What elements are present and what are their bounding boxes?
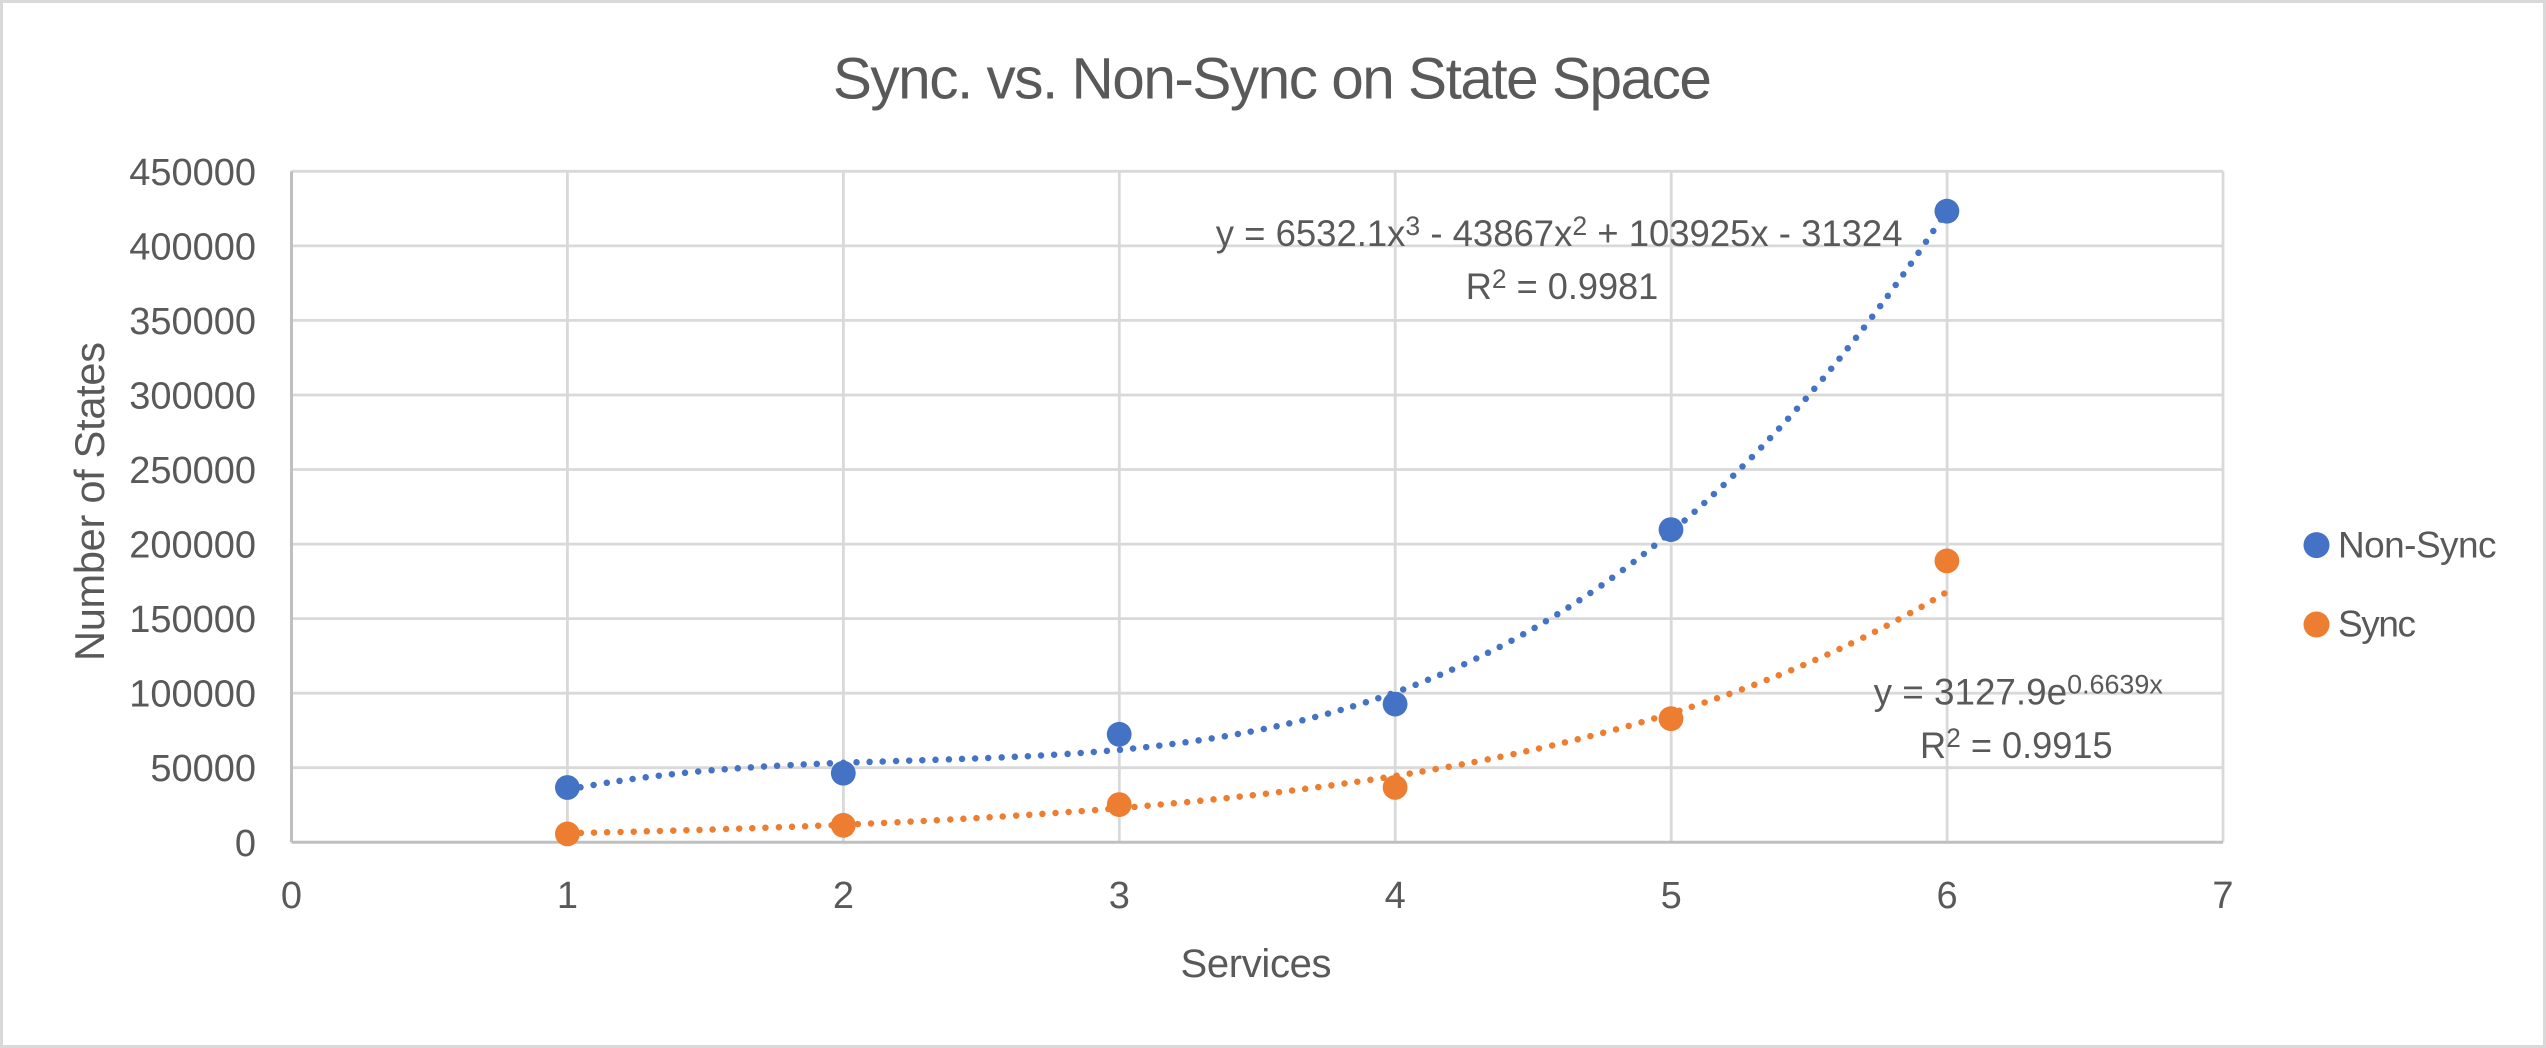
svg-text:3: 3 xyxy=(1109,875,1130,917)
svg-text:7: 7 xyxy=(2212,875,2233,917)
svg-text:200000: 200000 xyxy=(129,525,256,567)
svg-text:250000: 250000 xyxy=(129,450,256,492)
svg-text:400000: 400000 xyxy=(129,226,256,268)
svg-text:4: 4 xyxy=(1385,875,1406,917)
svg-text:150000: 150000 xyxy=(129,599,256,641)
svg-text:300000: 300000 xyxy=(129,376,256,418)
svg-text:Non-Sync: Non-Sync xyxy=(2338,525,2497,566)
svg-text:50000: 50000 xyxy=(150,748,256,790)
svg-text:Services: Services xyxy=(1181,942,1332,986)
svg-text:6: 6 xyxy=(1937,875,1958,917)
svg-text:1: 1 xyxy=(557,875,578,917)
svg-text:0: 0 xyxy=(235,823,256,865)
svg-text:y = 6532.1x3 - 43867x2 + 10392: y = 6532.1x3 - 43867x2 + 103925x - 31324 xyxy=(1216,211,1903,254)
svg-text:Sync: Sync xyxy=(2338,604,2416,645)
svg-text:350000: 350000 xyxy=(129,301,256,343)
svg-text:0: 0 xyxy=(281,875,302,917)
svg-text:Number of States: Number of States xyxy=(66,342,113,661)
svg-text:R2 = 0.9981: R2 = 0.9981 xyxy=(1466,264,1658,307)
svg-text:2: 2 xyxy=(833,875,854,917)
svg-text:Sync. vs. Non-Sync on State Sp: Sync. vs. Non-Sync on State Space xyxy=(833,46,1712,111)
svg-text:5: 5 xyxy=(1661,875,1682,917)
svg-text:450000: 450000 xyxy=(129,152,256,194)
svg-text:100000: 100000 xyxy=(129,674,256,716)
